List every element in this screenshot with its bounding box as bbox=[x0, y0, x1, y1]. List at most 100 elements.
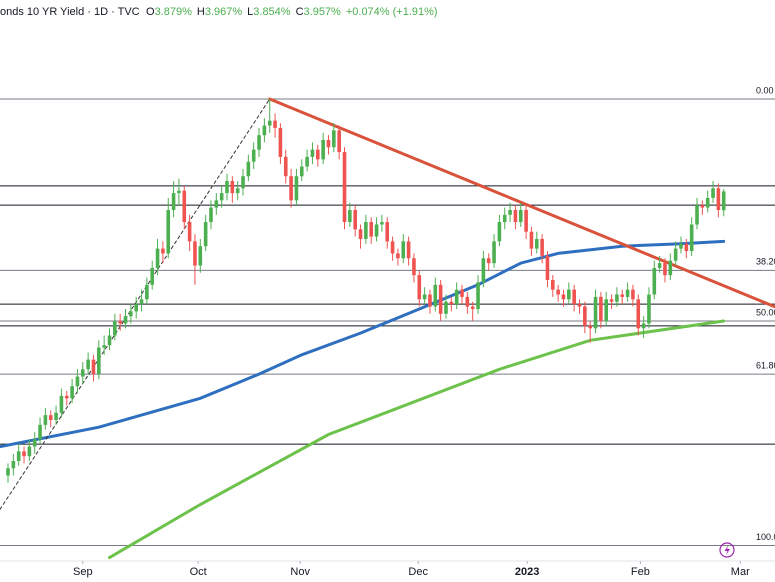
candle-body bbox=[150, 267, 155, 285]
candle-body bbox=[315, 149, 320, 160]
candle-body bbox=[534, 238, 539, 249]
candle-body bbox=[449, 301, 454, 305]
candle-body bbox=[673, 248, 678, 261]
x-tick-label: Oct bbox=[190, 566, 207, 578]
candle-body bbox=[107, 335, 112, 346]
candle-body bbox=[16, 451, 21, 462]
candle-body bbox=[267, 120, 272, 126]
candle-body bbox=[118, 321, 122, 324]
candle-body bbox=[572, 289, 576, 305]
candle-body bbox=[54, 412, 58, 420]
fib-label: 38.20 bbox=[756, 257, 775, 267]
candle-body bbox=[364, 222, 368, 239]
candle-body bbox=[225, 181, 229, 194]
candle-body bbox=[631, 289, 635, 300]
candle-body bbox=[64, 395, 69, 399]
candle-body bbox=[294, 176, 299, 201]
candle-body bbox=[155, 248, 160, 268]
candle-body bbox=[577, 304, 582, 307]
candle-body bbox=[668, 260, 673, 276]
quote-key: L bbox=[247, 6, 253, 18]
candle-body bbox=[257, 135, 261, 150]
candle-body bbox=[711, 188, 715, 198]
candle-body bbox=[497, 222, 502, 242]
candle-body bbox=[454, 289, 459, 305]
overlay-line bbox=[0, 239, 726, 449]
candle-body bbox=[358, 229, 363, 239]
candle-body bbox=[139, 299, 144, 305]
candle-body bbox=[556, 289, 560, 295]
candle-body bbox=[460, 289, 464, 297]
candle-body bbox=[663, 263, 667, 276]
candle-body bbox=[636, 299, 641, 329]
candle-body bbox=[134, 304, 138, 312]
candle-body bbox=[182, 190, 187, 223]
candle-body bbox=[422, 294, 427, 300]
x-tick-label: Sep bbox=[73, 566, 93, 578]
candle-body bbox=[43, 415, 48, 425]
candle-body bbox=[513, 210, 518, 223]
candle-body bbox=[332, 130, 336, 148]
candle-body bbox=[145, 284, 149, 300]
quote-key: H bbox=[197, 6, 205, 18]
quote-value: 3.854% bbox=[253, 6, 291, 18]
candle-body bbox=[187, 222, 192, 242]
candle-body bbox=[502, 214, 507, 223]
candle-body bbox=[679, 243, 683, 249]
candle-body bbox=[486, 258, 491, 264]
levels: 0.00 38.20 50.00 61.80 100.00 bbox=[0, 85, 775, 547]
quote-change: +0.074% (+1.91%) bbox=[346, 6, 438, 18]
candle-body bbox=[129, 311, 133, 317]
icon-bolt[interactable] bbox=[724, 545, 731, 555]
candle-body bbox=[353, 210, 357, 230]
candle-body bbox=[289, 176, 293, 201]
candle-body bbox=[32, 439, 37, 447]
candle-body bbox=[625, 289, 630, 297]
candle-body bbox=[348, 210, 352, 223]
candle-body bbox=[604, 299, 609, 322]
icon-circle[interactable] bbox=[719, 542, 735, 558]
candle-body bbox=[374, 224, 379, 237]
candle-body bbox=[615, 294, 619, 302]
candle-body bbox=[476, 282, 480, 309]
quote-key: C bbox=[296, 6, 304, 18]
candle-body bbox=[396, 253, 400, 259]
candle-body bbox=[428, 294, 432, 307]
replay-icon[interactable] bbox=[719, 542, 735, 558]
candle-body bbox=[567, 289, 571, 300]
candle-body bbox=[380, 222, 384, 225]
candle-body bbox=[716, 188, 721, 210]
candle-body bbox=[326, 140, 331, 148]
candle-body bbox=[310, 149, 315, 157]
candle-body bbox=[401, 241, 406, 259]
candle-body bbox=[214, 200, 219, 208]
candle-body bbox=[91, 359, 96, 375]
candle-body bbox=[251, 149, 256, 162]
candle-body bbox=[385, 222, 390, 242]
candle-body bbox=[235, 188, 240, 194]
candle-body bbox=[369, 222, 374, 237]
candle-body bbox=[647, 294, 651, 324]
candle-body bbox=[273, 120, 277, 128]
x-tick-label: Mar bbox=[731, 566, 750, 578]
candle-body bbox=[123, 316, 128, 324]
candle-body bbox=[599, 296, 603, 322]
candle-body bbox=[470, 306, 475, 309]
candle-body bbox=[583, 306, 587, 326]
candle-body bbox=[278, 127, 283, 157]
candle-body bbox=[593, 296, 598, 329]
candle-body bbox=[305, 156, 309, 167]
candle-body bbox=[342, 152, 347, 223]
candle-body bbox=[588, 325, 592, 329]
candle-body bbox=[262, 125, 267, 136]
candle-body bbox=[540, 238, 544, 256]
candle-body bbox=[86, 359, 90, 370]
candle-body bbox=[166, 210, 171, 254]
candle-body bbox=[529, 231, 534, 249]
candle-body bbox=[465, 296, 470, 307]
chart-title: onds 10 YR Yield · 1D · TVC bbox=[0, 6, 140, 18]
candle-body bbox=[705, 197, 710, 208]
x-tick-label: Feb bbox=[631, 566, 650, 578]
